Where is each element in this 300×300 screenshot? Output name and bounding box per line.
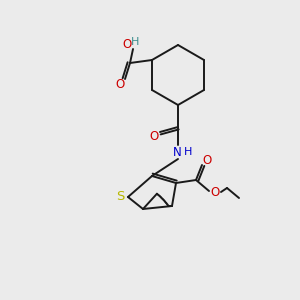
Text: H: H [184,147,192,157]
Text: O: O [116,79,124,92]
Text: S: S [116,190,124,203]
Text: O: O [122,38,132,50]
Text: O: O [210,185,220,199]
Text: O: O [149,130,159,142]
Text: O: O [202,154,211,166]
Text: N: N [172,146,182,158]
Text: H: H [131,37,139,47]
